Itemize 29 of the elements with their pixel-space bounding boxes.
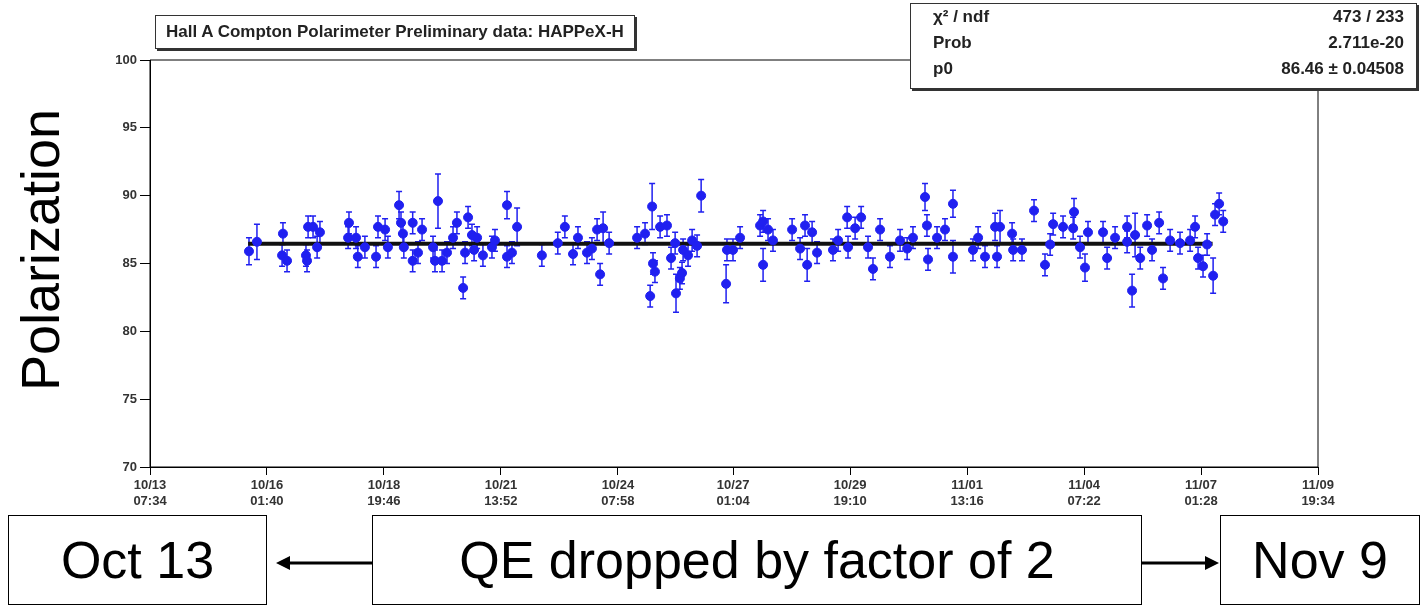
annotation: p0 bbox=[933, 58, 953, 80]
text: Oct 13 bbox=[8, 515, 267, 605]
x-tick-label: 10/29 19:10 bbox=[833, 477, 867, 508]
y-tick-label: 70 bbox=[122, 458, 137, 474]
text: χ² / ndf bbox=[933, 6, 990, 28]
text: Nov 9 bbox=[1220, 515, 1420, 605]
y-tick-label: 85 bbox=[122, 255, 137, 271]
x-tick-label: 11/04 07:22 bbox=[1067, 477, 1101, 508]
x-tick-label: 10/18 19:46 bbox=[367, 477, 401, 508]
y-tick-label: 80 bbox=[122, 322, 137, 338]
x-tick-label: 11/09 19:34 bbox=[1301, 477, 1336, 508]
y-tick-label: 95 bbox=[122, 119, 137, 135]
x-tick-label: 10/27 01:04 bbox=[716, 477, 751, 508]
y-tick-label: 75 bbox=[122, 390, 137, 406]
x-tick-label: 10/16 01:40 bbox=[250, 477, 284, 508]
y-tick-label: 90 bbox=[122, 187, 137, 203]
text: Prob bbox=[933, 32, 972, 54]
text: 473 / 233 bbox=[1333, 6, 1404, 28]
x-tick-label: 10/24 07:58 bbox=[601, 477, 635, 508]
annotation: 86.46 ± 0.04508 bbox=[1281, 58, 1404, 80]
text: QE dropped by factor of 2 bbox=[372, 515, 1142, 605]
x-tick-label: 10/21 13:52 bbox=[484, 477, 518, 508]
y-axis-title: Polarization bbox=[9, 108, 71, 392]
x-tick-label: 11/01 13:16 bbox=[950, 477, 984, 508]
y-tick-label: 100 bbox=[115, 51, 137, 67]
text: 2.711e-20 bbox=[1328, 32, 1404, 54]
x-tick-label: 11/07 01:28 bbox=[1184, 477, 1218, 508]
x-tick-label: 10/13 07:34 bbox=[133, 477, 168, 508]
chart-title: Hall A Compton Polarimeter Preliminary data: HAPPeX-H bbox=[155, 15, 635, 49]
